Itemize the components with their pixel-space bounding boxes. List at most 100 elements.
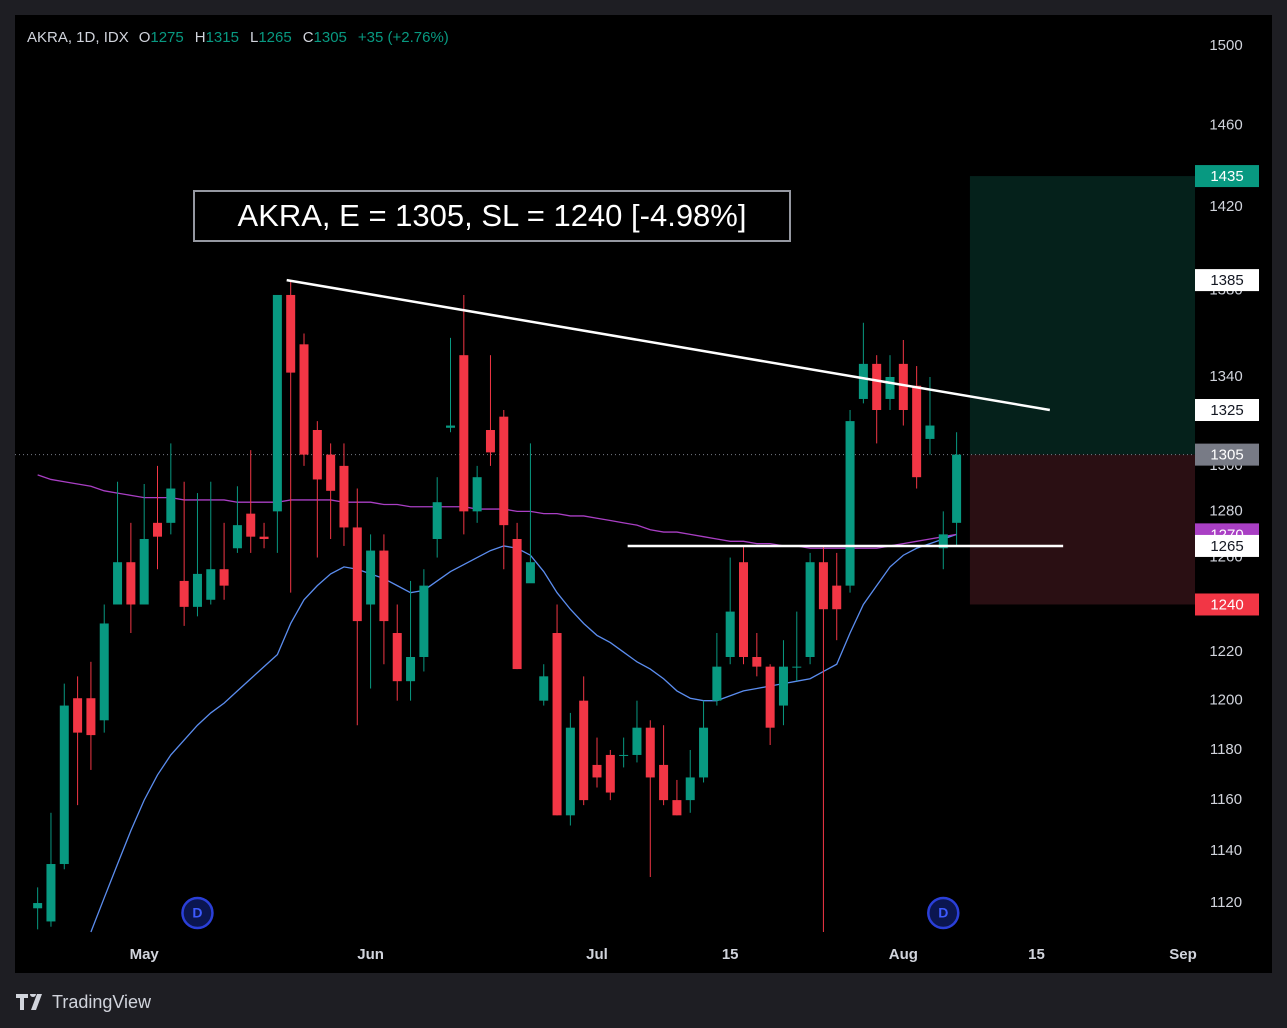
candle-body bbox=[765, 666, 775, 728]
y-tick-label: 1120 bbox=[1210, 894, 1242, 911]
y-tick-label: 1180 bbox=[1210, 741, 1242, 758]
candle-body bbox=[898, 363, 908, 411]
legend-header: AKRA, 1D, IDX O 1275 H 1315 L 1265 C 1305 +3… bbox=[27, 29, 460, 46]
candle-body bbox=[419, 585, 429, 657]
candle-body bbox=[565, 727, 575, 816]
price-label-bg bbox=[1195, 269, 1259, 292]
open-value: 1275 bbox=[150, 29, 184, 46]
annotation: AKRA, E = 1305, SL = 1240 [-4.98%] bbox=[193, 190, 791, 242]
price-label: 1305 bbox=[1210, 447, 1243, 464]
candle-body bbox=[246, 513, 256, 537]
price-label-bg bbox=[1195, 443, 1259, 466]
candle-body bbox=[232, 525, 242, 549]
candle-body bbox=[952, 454, 962, 523]
candle-body bbox=[712, 666, 722, 701]
price-label: 1325 bbox=[1210, 402, 1243, 419]
x-tick-label: 15 bbox=[1028, 946, 1045, 963]
candle-body bbox=[539, 676, 549, 701]
candle-body bbox=[312, 429, 322, 480]
price-label-bg bbox=[1195, 165, 1259, 188]
y-tick-label: 1280 bbox=[1209, 502, 1242, 519]
dividend-marker bbox=[927, 896, 960, 930]
candle-body bbox=[366, 550, 376, 605]
trend-line bbox=[286, 278, 1051, 412]
open-label: O bbox=[138, 29, 151, 46]
high-label: H bbox=[194, 29, 206, 46]
candle-body bbox=[552, 633, 562, 816]
y-tick-label: 1140 bbox=[1210, 842, 1242, 859]
candle-body bbox=[392, 633, 402, 682]
candle-body bbox=[326, 454, 336, 491]
candle-body bbox=[672, 800, 682, 816]
position-stop-zone bbox=[969, 454, 1195, 605]
brand: TradingView bbox=[52, 991, 152, 1012]
candle-body bbox=[645, 727, 655, 778]
candle-body bbox=[446, 425, 456, 428]
candle-body bbox=[99, 623, 109, 721]
candle-body bbox=[459, 355, 469, 512]
candle-body bbox=[379, 550, 389, 622]
candle-body bbox=[472, 477, 482, 512]
candle-body bbox=[659, 764, 669, 801]
y-tick-label: 1220 bbox=[1209, 643, 1242, 660]
symbol: AKRA, 1D, IDX bbox=[27, 29, 129, 46]
price-label: 1240 bbox=[1210, 596, 1243, 613]
candle-body bbox=[619, 754, 629, 756]
price-label: 1265 bbox=[1210, 538, 1243, 555]
candle-body bbox=[725, 611, 735, 657]
y-tick-label: 1340 bbox=[1209, 368, 1242, 385]
candle-body bbox=[432, 502, 442, 539]
x-tick-label: 15 bbox=[722, 946, 739, 963]
close-value: 1305 bbox=[313, 29, 347, 46]
candle-body bbox=[792, 666, 802, 668]
candle-body bbox=[219, 569, 229, 586]
candle-body bbox=[352, 527, 362, 622]
candle-body bbox=[832, 585, 842, 610]
candle-body bbox=[46, 864, 56, 922]
y-tick-label: 1160 bbox=[1210, 791, 1242, 808]
x-tick-label: Aug bbox=[889, 946, 918, 963]
brand-logo bbox=[16, 994, 42, 1010]
candle-body bbox=[778, 666, 788, 706]
y-tick-label: 1460 bbox=[1209, 116, 1242, 133]
candle-body bbox=[845, 421, 855, 586]
y-tick-label: 1200 bbox=[1209, 692, 1242, 709]
candle-body bbox=[605, 754, 615, 793]
candle-body bbox=[259, 536, 269, 539]
change: +35 (+2.76%) bbox=[357, 29, 449, 46]
candle-body bbox=[192, 573, 202, 607]
candle-body bbox=[206, 569, 216, 600]
close-label: C bbox=[302, 29, 314, 46]
price-label: 1385 bbox=[1210, 272, 1243, 289]
candle-body bbox=[113, 562, 123, 605]
candle-body bbox=[872, 363, 882, 411]
candle-body bbox=[139, 538, 149, 605]
price-label-bg bbox=[1195, 593, 1259, 616]
candle-body bbox=[858, 363, 868, 399]
y-tick-label: 1420 bbox=[1209, 198, 1242, 215]
candle-body bbox=[699, 727, 709, 778]
dividend-label: D bbox=[938, 905, 948, 921]
candle-body bbox=[512, 538, 522, 670]
x-tick-label: Sep bbox=[1169, 946, 1197, 963]
high-value: 1315 bbox=[205, 29, 239, 46]
candle-body bbox=[685, 777, 695, 801]
candle-body bbox=[632, 727, 642, 755]
candle-body bbox=[499, 416, 509, 526]
price-label-bg bbox=[1195, 534, 1259, 557]
position-target-zone bbox=[969, 176, 1195, 455]
candle-body bbox=[406, 656, 416, 682]
candle-body bbox=[339, 465, 349, 528]
candle-body bbox=[299, 344, 309, 455]
candle-body bbox=[525, 562, 535, 584]
dividend-marker bbox=[181, 896, 214, 930]
candle-body bbox=[86, 698, 96, 736]
candle-body bbox=[592, 764, 602, 778]
x-tick-label: Jul bbox=[586, 946, 608, 963]
x-tick-label: May bbox=[130, 946, 160, 963]
candle-body bbox=[752, 656, 762, 667]
candle-body bbox=[818, 562, 828, 610]
moving-average bbox=[90, 533, 957, 933]
candle-body bbox=[938, 534, 948, 549]
candle-body bbox=[153, 522, 163, 537]
